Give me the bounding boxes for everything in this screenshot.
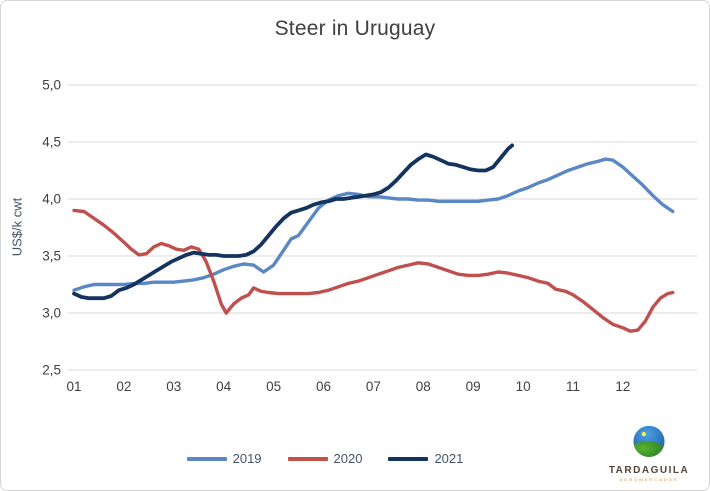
series-line-2020 (72, 208, 675, 333)
sun-icon (641, 431, 647, 437)
x-tick-label: 01 (66, 379, 81, 394)
legend-label: 2019 (232, 451, 262, 466)
y-tick-label: 2,5 (42, 363, 61, 378)
tardaguila-logo-icon (633, 425, 665, 457)
x-tick-label: 02 (116, 379, 131, 394)
y-axis-tick-labels: 5,0 4,5 4,0 3,5 3,0 2,5 (42, 78, 61, 378)
x-tick-label: 11 (566, 379, 580, 394)
x-tick-label: 05 (266, 379, 281, 394)
gridlines (68, 84, 697, 371)
series-line-2019 (72, 157, 675, 292)
series-line-2021 (72, 143, 514, 301)
x-tick-label: 03 (166, 379, 181, 394)
y-tick-label: 3,5 (42, 249, 61, 264)
y-tick-label: 4,5 (42, 135, 61, 150)
x-tick-label: 07 (366, 379, 381, 394)
y-tick-label: 4,0 (42, 192, 61, 207)
x-tick-label: 04 (216, 379, 232, 394)
legend-item-2020: 2020 (287, 451, 363, 466)
tardaguila-logo: TARDAGUILA AGROMERCADOS (601, 424, 697, 482)
logo-subtext: AGROMERCADOS (619, 477, 679, 482)
legend-swatch-2020 (287, 456, 328, 461)
legend-swatch-2019 (186, 456, 227, 461)
x-axis-tick-labels: 01 02 03 04 05 06 07 08 09 10 11 12 (66, 379, 630, 394)
y-tick-label: 5,0 (42, 78, 61, 93)
x-tick-label: 08 (416, 379, 431, 394)
legend-swatch-2021 (388, 456, 429, 461)
chart-title: Steer in Uruguay (274, 17, 436, 40)
hill-icon (633, 441, 665, 457)
x-tick-label: 12 (615, 379, 630, 394)
legend-item-2021: 2021 (388, 451, 463, 466)
logo-name: TARDAGUILA (608, 465, 690, 476)
legend-item-2019: 2019 (186, 451, 262, 466)
series-lines (72, 143, 675, 333)
legend-label: 2021 (434, 451, 464, 466)
legend-label: 2020 (333, 451, 363, 466)
chart-legend: 2019 2020 2021 (1, 451, 649, 466)
x-tick-label: 09 (466, 379, 481, 394)
y-tick-label: 3,0 (42, 306, 61, 321)
x-tick-label: 06 (316, 379, 331, 394)
x-tick-label: 10 (516, 379, 531, 394)
